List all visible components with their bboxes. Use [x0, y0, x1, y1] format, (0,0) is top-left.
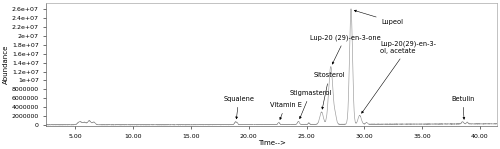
Y-axis label: Abundance: Abundance [3, 45, 9, 84]
Text: Betulin: Betulin [451, 96, 474, 119]
Text: Lup-20 (29)-en-3-one: Lup-20 (29)-en-3-one [310, 34, 380, 64]
Text: Lup-20(29)-en-3-
ol, acetate: Lup-20(29)-en-3- ol, acetate [362, 40, 436, 113]
Text: Stigmasterol: Stigmasterol [289, 90, 332, 119]
X-axis label: Time-->: Time--> [258, 140, 286, 146]
Text: Sitosterol: Sitosterol [314, 72, 345, 109]
Text: Vitamin E: Vitamin E [270, 102, 302, 119]
Text: Squalene: Squalene [224, 96, 254, 119]
Text: Lupeol: Lupeol [354, 10, 404, 25]
